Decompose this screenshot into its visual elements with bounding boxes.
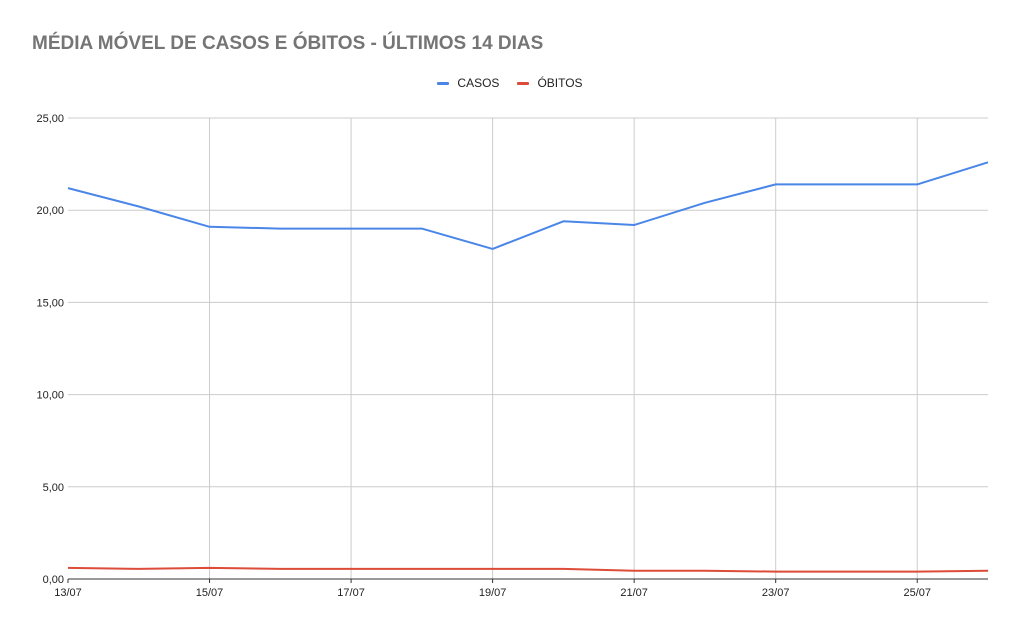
data-point-obitos[interactable]	[561, 566, 566, 571]
y-tick-label: 20,00	[36, 205, 64, 217]
data-point-casos[interactable]	[986, 160, 991, 165]
data-point-casos[interactable]	[66, 186, 71, 191]
chart-title: MÉDIA MÓVEL DE CASOS E ÓBITOS - ÚLTIMOS …	[32, 33, 544, 54]
data-point-casos[interactable]	[844, 182, 849, 187]
legend-label-casos: CASOS	[457, 76, 500, 90]
data-point-casos[interactable]	[773, 182, 778, 187]
x-tick-label: 19/07	[479, 587, 507, 599]
data-point-obitos[interactable]	[419, 566, 424, 571]
y-tick-label: 15,00	[36, 297, 64, 309]
data-point-obitos[interactable]	[66, 565, 71, 570]
series-line-casos[interactable]	[67, 161, 989, 250]
data-point-obitos[interactable]	[986, 568, 991, 573]
x-tick-label: 21/07	[620, 587, 648, 599]
data-point-casos[interactable]	[419, 226, 424, 231]
x-tick-label: 23/07	[762, 587, 790, 599]
data-point-obitos[interactable]	[349, 566, 354, 571]
data-point-obitos[interactable]	[915, 569, 920, 574]
legend-swatch-obitos	[517, 81, 530, 85]
data-point-obitos[interactable]	[773, 569, 778, 574]
data-point-casos[interactable]	[632, 222, 637, 227]
y-tick-label: 25,00	[36, 113, 64, 125]
data-point-obitos[interactable]	[490, 566, 495, 571]
y-tick-label: 5,00	[43, 482, 64, 494]
y-tick-label: 0,00	[43, 574, 64, 586]
data-point-casos[interactable]	[702, 200, 707, 205]
series-line-obitos[interactable]	[67, 566, 989, 573]
x-tick-label: 17/07	[337, 587, 365, 599]
y-tick-label: 10,00	[36, 390, 64, 402]
data-point-casos[interactable]	[349, 226, 354, 231]
legend-item-casos[interactable]: CASOS	[437, 76, 499, 90]
data-point-obitos[interactable]	[702, 568, 707, 573]
data-point-obitos[interactable]	[632, 568, 637, 573]
legend-swatch-casos	[437, 81, 450, 85]
data-point-obitos[interactable]	[136, 566, 141, 571]
x-tick-label: 15/07	[196, 587, 224, 599]
data-point-casos[interactable]	[490, 246, 495, 251]
x-tick-label: 25/07	[903, 587, 931, 599]
legend-item-obitos[interactable]: ÓBITOS	[517, 76, 583, 90]
data-point-obitos[interactable]	[278, 566, 283, 571]
data-point-obitos[interactable]	[207, 565, 212, 570]
series-lines	[66, 160, 991, 574]
data-point-casos[interactable]	[207, 224, 212, 229]
data-point-casos[interactable]	[561, 219, 566, 224]
legend-label-obitos: ÓBITOS	[537, 76, 583, 90]
data-point-obitos[interactable]	[844, 569, 849, 574]
data-point-casos[interactable]	[278, 226, 283, 231]
data-point-casos[interactable]	[136, 204, 141, 209]
axis-ticks: 0,00 5,00 10,00 15,00 20,00 25,00 13/07 15/07 17…	[36, 113, 988, 599]
gridlines	[68, 117, 988, 579]
x-tick-label: 13/07	[54, 587, 82, 599]
data-point-casos[interactable]	[915, 182, 920, 187]
legend: CASOS ÓBITOS	[0, 76, 1020, 90]
